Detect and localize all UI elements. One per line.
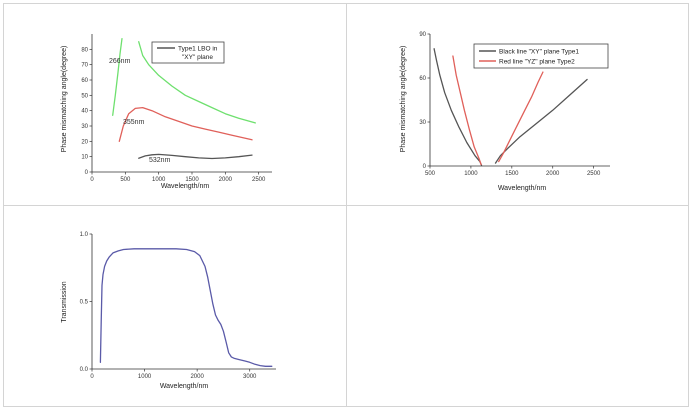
legend: Type1 LBO in "XY" plane: [151, 41, 225, 64]
x-tick-label: 2500: [252, 177, 266, 183]
x-tick-label: 2000: [190, 374, 204, 380]
series-line-red-4: [498, 71, 544, 163]
series-line-dark-1: [433, 48, 483, 166]
x-axis-label: Wavelength/nm: [498, 185, 547, 192]
legend-label-line2: "XY" plane: [182, 54, 213, 61]
chart-transmission: 0 1000 2000 3000 0.0 0.5 1.0 Wavelength/nm Tra…: [61, 232, 276, 390]
series-line-green-1: [112, 37, 123, 116]
y-tick-label: 0.0: [80, 367, 89, 373]
x-axis-label: Wavelength/nm: [160, 383, 209, 390]
x-tick-label: 1000: [464, 171, 478, 177]
y-tick-label: 60: [81, 78, 88, 84]
x-tick-label: 1500: [185, 177, 199, 183]
series-line-red-3: [118, 106, 253, 142]
annotation-266nm: 266nm: [109, 58, 131, 65]
y-tick-label: 0: [85, 170, 89, 176]
panel-grid-lines: [3, 3, 689, 407]
x-tick-label: 500: [425, 171, 436, 177]
legend: Black line "XY" plane Type1 Red line "YZ…: [473, 43, 609, 69]
y-tick-label: 50: [81, 93, 88, 99]
y-tick-label: 80: [81, 47, 88, 53]
legend-box: [473, 43, 609, 69]
y-axis-label: Phase mismatching angle(degree): [61, 46, 68, 153]
x-axis-label: Wavelength/nm: [161, 183, 210, 190]
annotation-532nm: 532nm: [149, 157, 171, 164]
y-tick-label: 0.5: [80, 300, 89, 306]
series-line-red-3: [452, 55, 482, 166]
y-tick-label: 60: [419, 76, 426, 82]
legend-label-red: Red line "YZ" plane Type2: [499, 59, 575, 66]
legend-label-black: Black line "XY" plane Type1: [499, 49, 579, 56]
chart-lbo-xy-yz-planes: 500 1000 1500 2000 2500 0 30 60 90 Wavelength/nm…: [400, 32, 610, 192]
x-tick-label: 0: [90, 177, 94, 183]
x-tick-label: 2000: [219, 177, 233, 183]
y-axis-label: Transmission: [61, 281, 68, 322]
x-tick-label: 500: [120, 177, 131, 183]
x-tick-label: 1000: [152, 177, 166, 183]
x-tick-label: 2500: [587, 171, 601, 177]
x-tick-label: 1000: [138, 374, 152, 380]
y-axis-label: Phase mismatching angle(degree): [400, 46, 407, 153]
series-line-blue-1: [99, 248, 273, 367]
y-tick-label: 70: [81, 63, 88, 69]
annotation-355nm: 355nm: [123, 119, 145, 126]
y-tick-label: 30: [81, 124, 88, 130]
y-tick-label: 30: [419, 120, 426, 126]
y-tick-label: 40: [81, 109, 88, 115]
chart-lbo-type1-xy: 0 500 1000 1500 2000 2500 0 10 20 30 40 50 60 70 80 Wa…: [61, 34, 272, 190]
x-tick-label: 3000: [243, 374, 257, 380]
x-tick-label: 0: [90, 374, 94, 380]
x-tick-label: 2000: [546, 171, 560, 177]
y-tick-label: 90: [419, 32, 426, 38]
y-tick-label: 20: [81, 139, 88, 145]
y-tick-label: 1.0: [80, 232, 89, 238]
series-line-dark-4: [138, 153, 253, 160]
series-line-green-2: [138, 41, 256, 124]
series-line-dark-2: [494, 78, 588, 164]
y-tick-label: 0: [423, 164, 427, 170]
legend-label-line1: Type1 LBO in: [178, 46, 218, 53]
y-tick-label: 10: [81, 155, 88, 161]
x-tick-label: 1500: [505, 171, 519, 177]
